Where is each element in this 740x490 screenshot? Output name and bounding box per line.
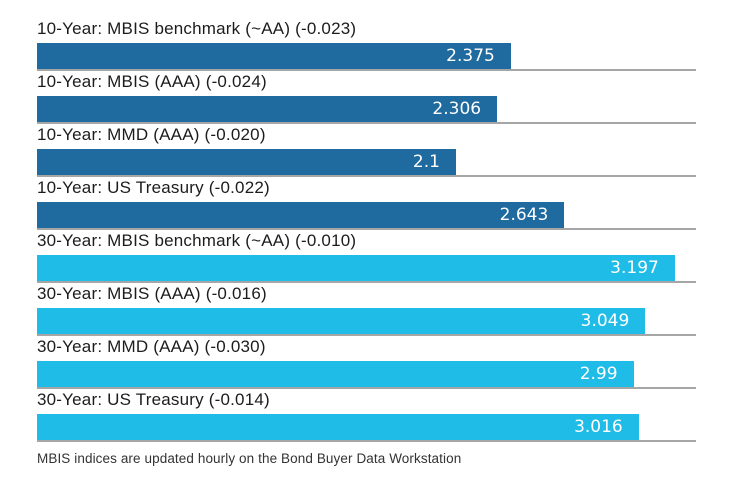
chart-row: 10-Year: MBIS (AAA) (-0.024) 2.306 xyxy=(37,71,696,124)
bar-value-label: 3.016 xyxy=(574,417,623,437)
bar-10yr-mbis-benchmark[interactable]: 2.375 xyxy=(37,43,511,69)
bar-label: 10-Year: MBIS benchmark (~AA) (-0.023) xyxy=(37,19,357,38)
bar-10yr-mmd-aaa[interactable]: 2.1 xyxy=(37,149,456,175)
bar-30yr-us-treasury[interactable]: 3.016 xyxy=(37,414,639,440)
bar-value-label: 2.375 xyxy=(446,46,495,66)
bar-track: 2.306 xyxy=(37,96,696,124)
bar-value-label: 2.643 xyxy=(499,205,549,225)
chart-row: 10-Year: US Treasury (-0.022) 2.643 xyxy=(37,177,696,230)
bar-track: 2.375 xyxy=(37,43,696,71)
bar-30yr-mbis-aaa[interactable]: 3.049 xyxy=(37,308,646,334)
chart-row: 30-Year: MBIS benchmark (~AA) (-0.010) 3… xyxy=(37,230,696,283)
bar-value-label: 3.197 xyxy=(610,258,659,278)
bar-label: 10-Year: US Treasury (-0.022) xyxy=(37,178,270,197)
chart-row: 30-Year: MBIS (AAA) (-0.016) 3.049 xyxy=(37,283,696,336)
chart-row: 30-Year: MMD (AAA) (-0.030) 2.99 xyxy=(37,336,696,389)
bar-track: 2.643 xyxy=(37,202,696,230)
bar-10yr-us-treasury[interactable]: 2.643 xyxy=(37,202,565,228)
bar-track: 3.197 xyxy=(37,255,696,283)
bar-label: 10-Year: MBIS (AAA) (-0.024) xyxy=(37,72,267,91)
bar-value-label: 2.1 xyxy=(412,152,440,172)
bar-track: 2.99 xyxy=(37,361,696,389)
bar-label: 10-Year: MMD (AAA) (-0.020) xyxy=(37,125,266,144)
bar-track: 3.049 xyxy=(37,308,696,336)
bar-track: 2.1 xyxy=(37,149,696,177)
bar-label: 30-Year: MMD (AAA) (-0.030) xyxy=(37,337,266,356)
chart-footnote: MBIS indices are updated hourly on the B… xyxy=(37,451,462,466)
bar-value-label: 2.99 xyxy=(579,364,618,384)
chart-row: 10-Year: MMD (AAA) (-0.020) 2.1 xyxy=(37,124,696,177)
bar-10yr-mbis-aaa[interactable]: 2.306 xyxy=(37,96,498,122)
bar-value-label: 2.306 xyxy=(432,99,482,119)
chart-row: 30-Year: US Treasury (-0.014) 3.016 xyxy=(37,389,696,442)
bar-label: 30-Year: MBIS (AAA) (-0.016) xyxy=(37,284,267,303)
bar-track: 3.016 xyxy=(37,414,696,442)
bar-30yr-mmd-aaa[interactable]: 2.99 xyxy=(37,361,634,387)
chart-row: 10-Year: MBIS benchmark (~AA) (-0.023) 2… xyxy=(37,18,696,71)
bar-value-label: 3.049 xyxy=(580,311,630,331)
bond-yield-bar-chart: 10-Year: MBIS benchmark (~AA) (-0.023) 2… xyxy=(37,18,696,442)
bar-label: 30-Year: US Treasury (-0.014) xyxy=(37,390,270,409)
bar-label: 30-Year: MBIS benchmark (~AA) (-0.010) xyxy=(37,231,357,250)
bar-30yr-mbis-benchmark[interactable]: 3.197 xyxy=(37,255,675,281)
